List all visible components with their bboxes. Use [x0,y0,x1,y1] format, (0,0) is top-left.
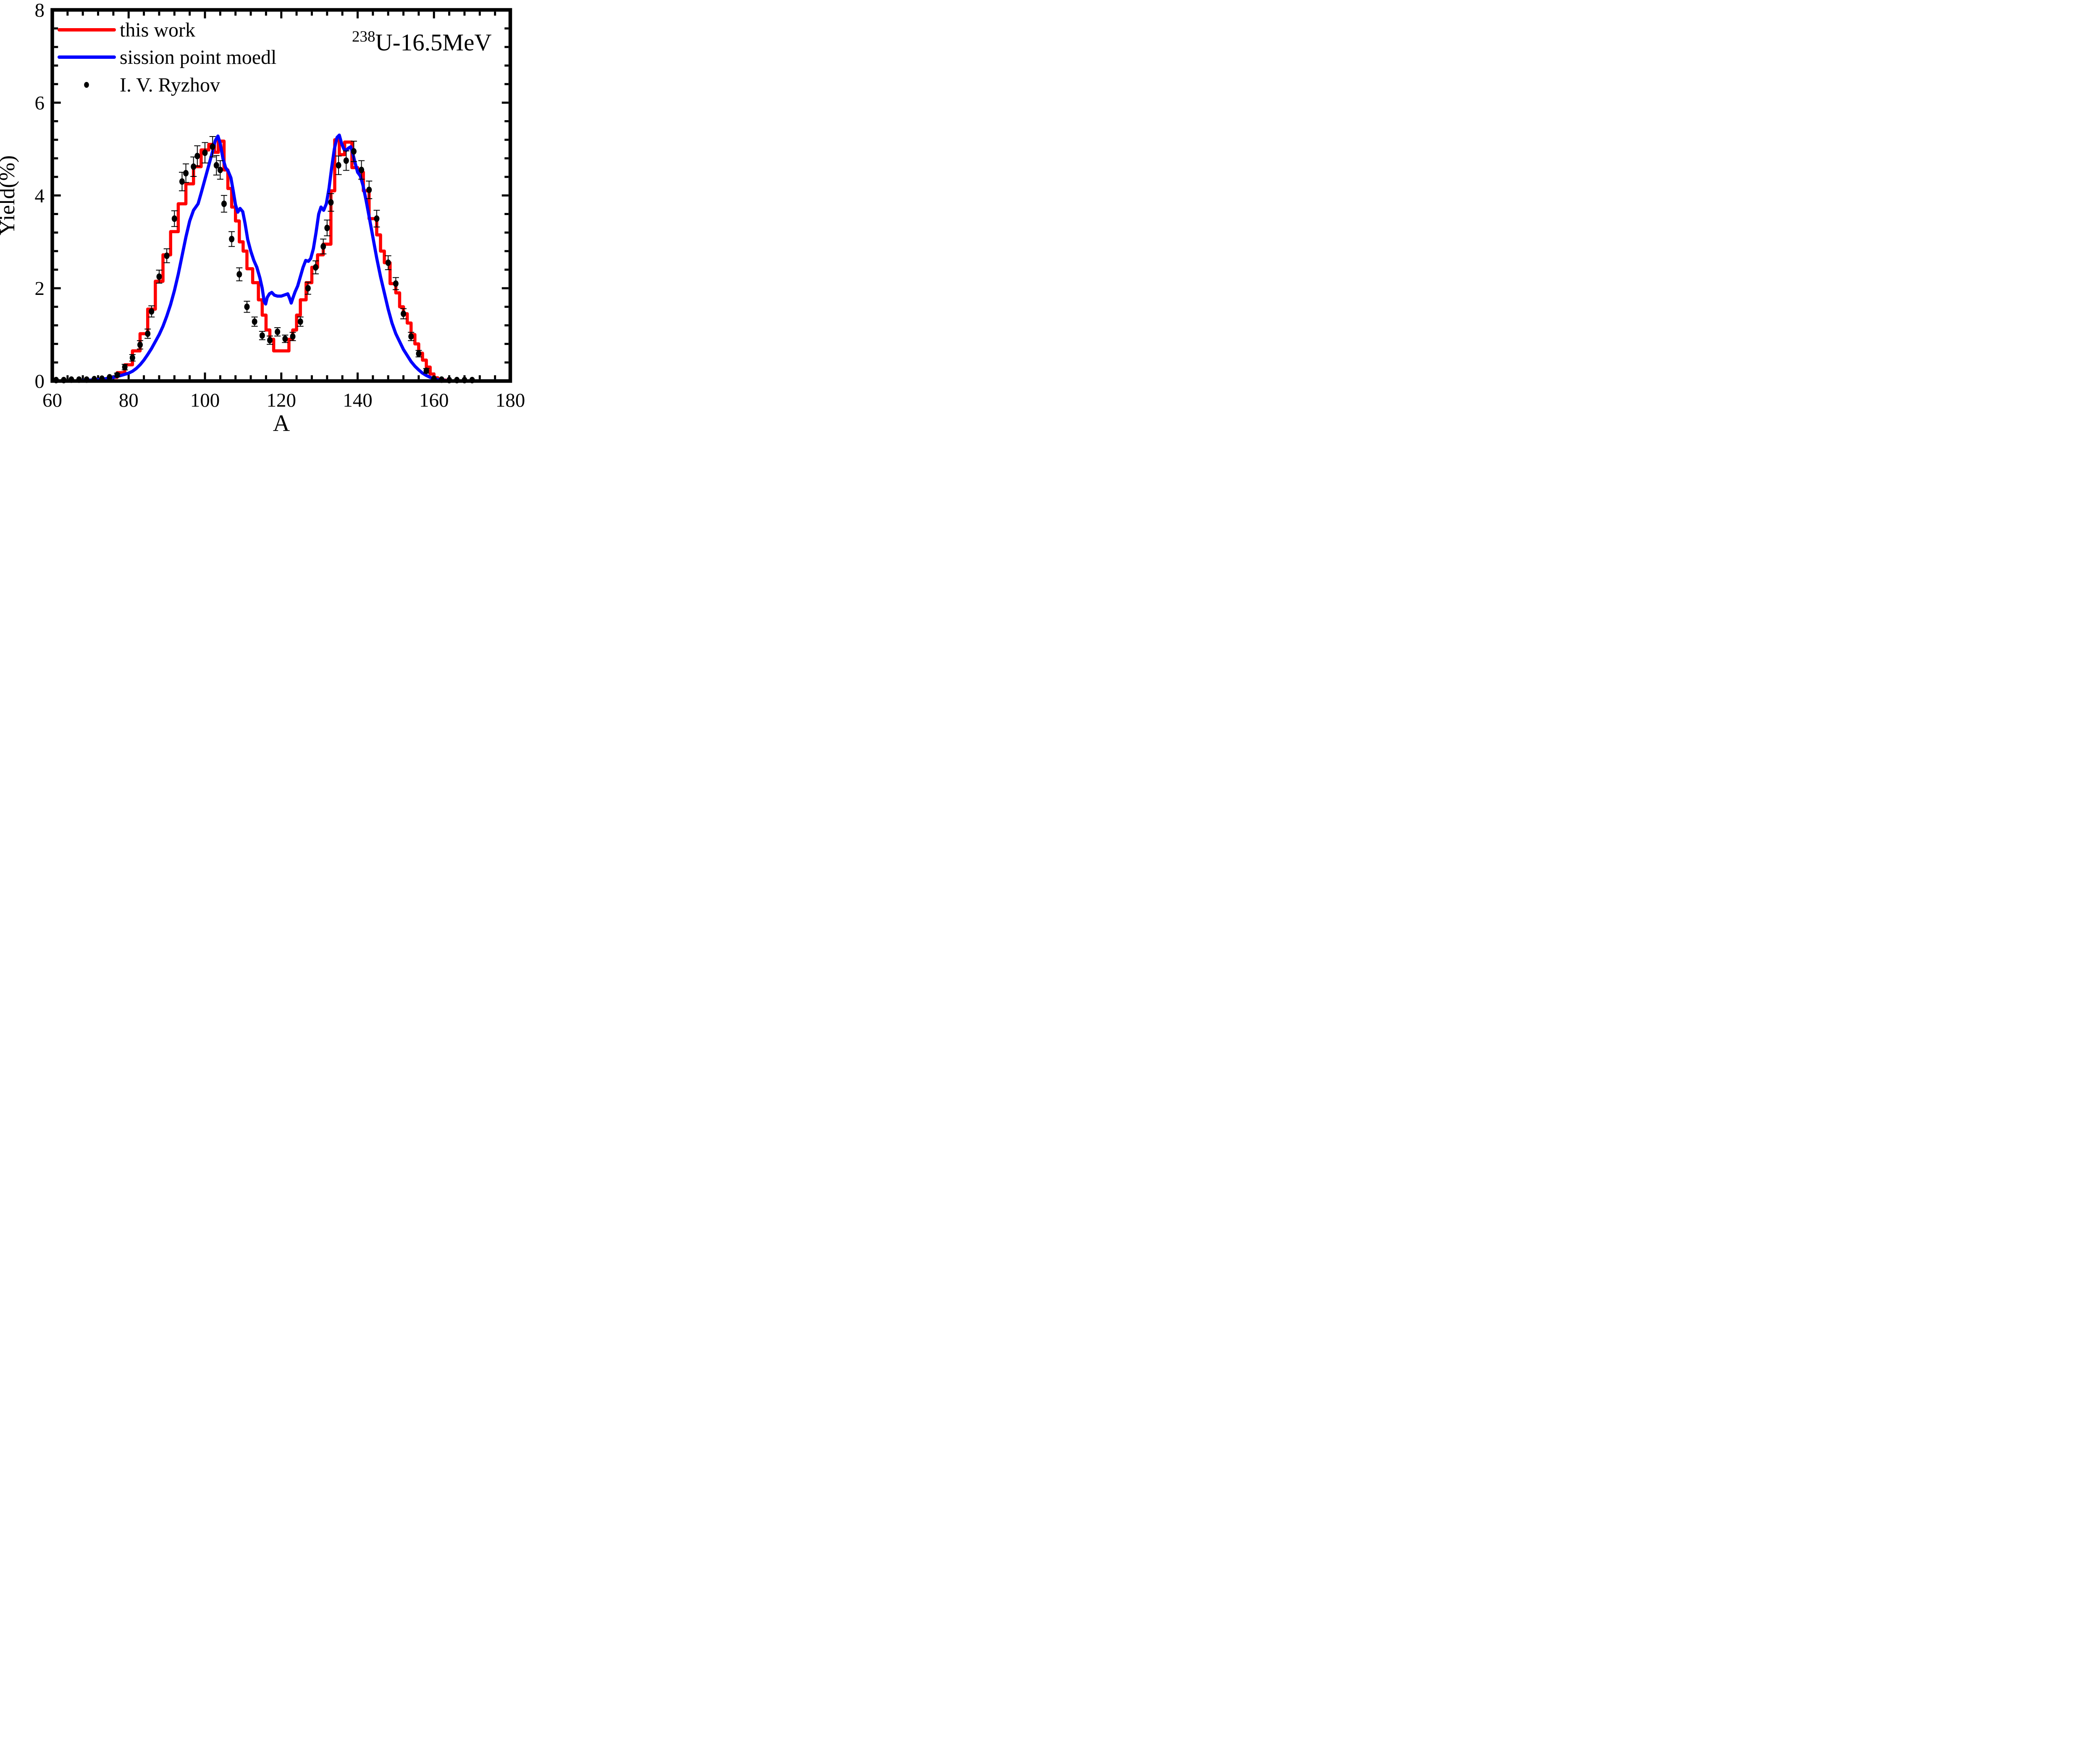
data-point-marker [320,243,326,250]
data-point-marker [217,166,223,173]
data-point-marker [328,199,334,206]
data-point-marker [374,215,380,222]
annotation-superscript: 238 [352,28,375,45]
legend-label: sission point moedl [120,46,276,68]
data-point-marker [129,354,135,361]
data-point-marker [244,303,250,310]
y-tick-label: 4 [35,185,45,207]
data-point-marker [282,335,288,342]
plot-frame [50,8,512,383]
data-point-marker [179,178,185,185]
data-point-marker [393,280,399,287]
data-point-marker [336,162,341,169]
data-point-marker [259,332,265,339]
data-point-marker [267,337,273,344]
data-point-marker [401,310,407,317]
legend-item-this-work: this work [58,19,195,41]
data-point-marker [324,224,330,231]
data-point-marker [229,236,235,242]
data-point-marker [343,157,349,164]
data-point-marker [423,367,429,374]
data-point-marker [366,187,372,193]
x-tick-label: 180 [496,389,525,411]
fission-point-model-curve [81,133,447,382]
data-point-marker [252,318,257,325]
y-tick-label: 2 [35,278,45,300]
data-point-marker [351,148,357,155]
data-point-marker [297,318,303,325]
data-point-marker [114,371,120,378]
data-point-marker [191,163,197,170]
data-point-marker [236,271,242,278]
data-point-marker [416,350,422,357]
legend-label: I. V. Ryzhov [120,74,220,96]
data-point-marker [221,200,227,207]
data-point-marker [145,330,151,337]
data-point-marker [408,333,414,340]
legend-item-sission-point-moedl: sission point moedl [58,46,276,68]
y-tick-label: 0 [35,371,45,392]
fission-yield-chart: 60 80 100 120 140 160 180 0 2 4 6 8 A Yield(%) this wo… [0,0,531,440]
data-point-marker [202,149,208,156]
data-point-marker [122,364,128,371]
y-axis-title: Yield(%) [0,155,19,236]
data-point-marker [164,252,170,259]
data-point-marker [385,259,391,266]
x-tick-label: 100 [190,389,220,411]
data-point-marker [313,264,319,271]
x-tick-label: 140 [343,389,373,411]
legend: this work sission point moedl I. V. Ryzhov [58,19,276,96]
legend-dot-swatch [84,82,89,88]
chart-canvas: 60 80 100 120 140 160 180 0 2 4 6 8 A Yield(%) this wo… [0,0,525,436]
data-point-marker [107,374,113,381]
data-point-marker [156,273,162,280]
x-tick-label: 160 [419,389,449,411]
x-tick-label: 60 [42,389,62,411]
y-tick-label: 8 [35,0,45,21]
x-tick-label: 80 [119,389,139,411]
data-point-marker [305,285,311,292]
x-axis-title: A [273,410,290,436]
data-point-marker [213,162,219,169]
data-point-marker [171,215,177,222]
reaction-annotation: 238U-16.5MeV [352,28,492,56]
data-point-marker [149,308,155,315]
data-point-marker [183,170,189,177]
ryzhov-data-points [53,136,475,384]
data-point-marker [194,152,200,160]
data-point-marker [359,166,365,173]
data-point-marker [210,143,215,150]
x-tick-label: 120 [267,389,297,411]
data-point-marker [137,342,143,348]
data-point-marker [275,329,281,335]
data-point-marker [290,333,296,340]
legend-label: this work [120,19,195,41]
legend-item-i-v-ryzhov: I. V. Ryzhov [84,74,220,96]
y-tick-label: 6 [35,92,45,114]
annotation-main: U-16.5MeV [375,29,492,56]
